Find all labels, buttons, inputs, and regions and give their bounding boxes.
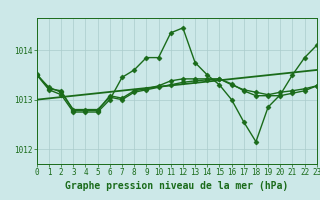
X-axis label: Graphe pression niveau de la mer (hPa): Graphe pression niveau de la mer (hPa) <box>65 181 288 191</box>
